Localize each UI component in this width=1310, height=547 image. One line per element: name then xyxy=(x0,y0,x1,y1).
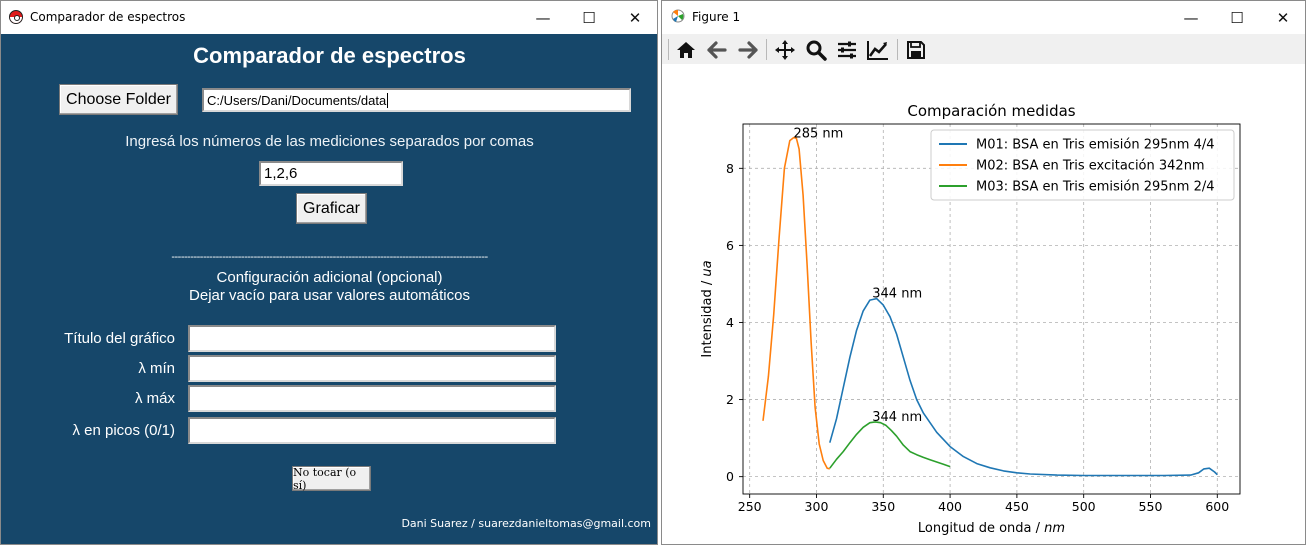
figure-close-button[interactable]: ✕ xyxy=(1276,8,1290,27)
x-axis-label-text: Longitud de onda / xyxy=(918,521,1044,536)
peak-annotation: 344 nm xyxy=(872,410,922,425)
chart-title-input[interactable] xyxy=(188,325,556,352)
chart-annotations: 285 nm 344 nm 344 nm xyxy=(793,126,922,425)
lambda-max-input[interactable] xyxy=(188,385,556,412)
config-title: Configuración adicional (opcional) xyxy=(216,269,443,286)
home-icon[interactable] xyxy=(673,37,699,63)
chart-legend[interactable]: M01: BSA en Tris emisión 295nm 4/4 M02: B… xyxy=(930,129,1235,201)
y-tick-label: 8 xyxy=(726,161,734,176)
toolbar-separator xyxy=(668,39,669,60)
figure-minimize-button[interactable]: — xyxy=(1183,8,1199,27)
series-line-3 xyxy=(829,421,951,469)
close-button[interactable]: ✕ xyxy=(628,8,642,27)
x-tick-label: 550 xyxy=(1139,499,1163,514)
folder-path-value: C:/Users/Dani/Documents/data xyxy=(207,92,387,108)
section-divider: ----------------------------------------… xyxy=(171,251,488,263)
series-line-2 xyxy=(762,136,831,470)
pan-icon[interactable] xyxy=(772,37,798,63)
measurements-input[interactable]: 1,2,6 xyxy=(259,161,403,186)
plot-button[interactable]: Graficar xyxy=(296,193,367,224)
chart-title-label: Título del gráfico xyxy=(64,330,175,347)
x-tick-label: 600 xyxy=(1205,499,1229,514)
back-arrow-icon[interactable] xyxy=(704,37,730,63)
left-client-area: Comparador de espectros Choose Folder C:… xyxy=(6,34,653,539)
chart-series xyxy=(762,136,1218,477)
y-tick-label: 4 xyxy=(726,315,734,330)
x-tick-label: 250 xyxy=(738,499,762,514)
left-title-bar[interactable]: Comparador de espectros — ☐ ✕ xyxy=(1,1,657,34)
x-axis-label: Longitud de onda / nm xyxy=(918,521,1065,536)
chart-title: Comparación medidas xyxy=(907,102,1075,120)
y-axis-label-unit: ua xyxy=(700,260,715,276)
legend-entry: M02: BSA en Tris excitación 342nm xyxy=(976,159,1205,174)
peak-annotation: 344 nm xyxy=(872,287,922,302)
left-window-title: Comparador de espectros xyxy=(30,10,186,24)
figure-window: Figure 1 — ☐ ✕ xyxy=(661,0,1306,545)
forward-arrow-icon[interactable] xyxy=(735,37,761,63)
no-touch-button[interactable]: No tocar (o sí) xyxy=(292,466,371,492)
x-tick-label: 450 xyxy=(1005,499,1029,514)
lambda-min-label: λ mín xyxy=(138,360,175,377)
minimize-button[interactable]: — xyxy=(535,8,551,27)
toolbar-separator xyxy=(897,39,898,60)
axes-frame xyxy=(742,123,1241,495)
app-icon xyxy=(9,10,23,24)
lambda-min-input[interactable] xyxy=(188,355,556,382)
app-heading: Comparador de espectros xyxy=(193,43,466,68)
maximize-button[interactable]: ☐ xyxy=(582,8,596,27)
y-tick-label: 2 xyxy=(726,392,734,407)
author-footer: Dani Suarez / suarezdanieltomas@gmail.co… xyxy=(401,517,651,530)
figure-maximize-button[interactable]: ☐ xyxy=(1230,8,1244,27)
figure-title-bar[interactable]: Figure 1 — ☐ ✕ xyxy=(662,1,1305,34)
matplotlib-icon xyxy=(671,9,685,23)
config-subtitle: Dejar vacío para usar valores automático… xyxy=(189,287,470,304)
figure-toolbar xyxy=(662,34,1305,64)
y-tick-label: 6 xyxy=(726,238,734,253)
lambda-max-label: λ máx xyxy=(134,390,175,407)
x-tick-label: 350 xyxy=(871,499,895,514)
series-line-1 xyxy=(829,297,1218,477)
lambda-peaks-label: λ en picos (0/1) xyxy=(72,422,175,439)
spectra-chart: 285 nm 344 nm 344 nm 250 300 350 400 450 500 550… xyxy=(662,64,1305,544)
folder-path-input[interactable]: C:/Users/Dani/Documents/data xyxy=(202,88,631,112)
y-tick-label: 0 xyxy=(726,469,734,484)
y-axis-label: Intensidad / ua xyxy=(700,260,715,357)
toolbar-separator xyxy=(766,39,767,60)
choose-folder-button[interactable]: Choose Folder xyxy=(59,84,178,115)
edit-axis-icon[interactable] xyxy=(865,37,891,63)
peak-annotation: 285 nm xyxy=(793,126,843,141)
legend-entry: M01: BSA en Tris emisión 295nm 4/4 xyxy=(976,138,1215,153)
x-tick-label: 300 xyxy=(805,499,829,514)
measurements-value: 1,2,6 xyxy=(264,165,298,182)
save-icon[interactable] xyxy=(903,37,929,63)
legend-box xyxy=(930,129,1235,201)
y-axis-label-text: Intensidad / xyxy=(700,277,715,358)
configure-subplots-icon[interactable] xyxy=(834,37,860,63)
figure-window-title: Figure 1 xyxy=(692,10,741,24)
zoom-icon[interactable] xyxy=(803,37,829,63)
chart-ticks: 250 300 350 400 450 500 550 600 0 2 4 6 8 xyxy=(726,161,1229,514)
x-axis-label-unit: nm xyxy=(1044,521,1065,536)
spectra-comparator-window: Comparador de espectros — ☐ ✕ Comparador… xyxy=(0,0,658,545)
legend-entry: M03: BSA en Tris emisión 295nm 2/4 xyxy=(976,180,1215,195)
x-tick-label: 500 xyxy=(1072,499,1096,514)
lambda-peaks-input[interactable] xyxy=(188,417,556,444)
x-tick-label: 400 xyxy=(938,499,962,514)
measurements-instruction: Ingresá los números de las mediciones se… xyxy=(125,133,534,150)
